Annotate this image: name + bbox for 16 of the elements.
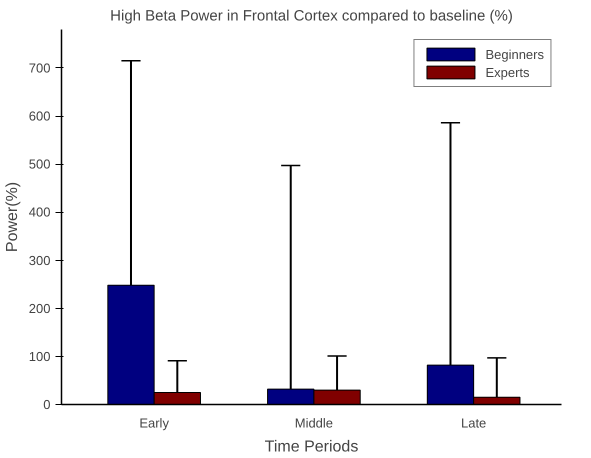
legend-label: Experts (485, 64, 530, 80)
y-tick-label: 200 (28, 300, 51, 316)
chart-title: High Beta Power in Frontal Cortex compared to baseline (%) (110, 8, 513, 24)
y-tick-label: 600 (28, 108, 51, 124)
x-tick-label: Late (460, 416, 486, 430)
y-tick-label: 100 (28, 348, 51, 364)
y-tick-label: 300 (28, 252, 51, 268)
y-tick-label: 0 (43, 397, 51, 412)
y-tick-label: 500 (28, 156, 51, 172)
x-axis-title: Time Periods (264, 438, 358, 456)
legend-label: Beginners (485, 46, 544, 62)
y-tick-label: 700 (28, 60, 51, 76)
y-tick-label: 400 (28, 204, 51, 220)
x-tick-label: Early (139, 416, 170, 430)
y-axis-title: Power(%) (4, 182, 21, 252)
x-tick-label: Middle (294, 416, 334, 430)
